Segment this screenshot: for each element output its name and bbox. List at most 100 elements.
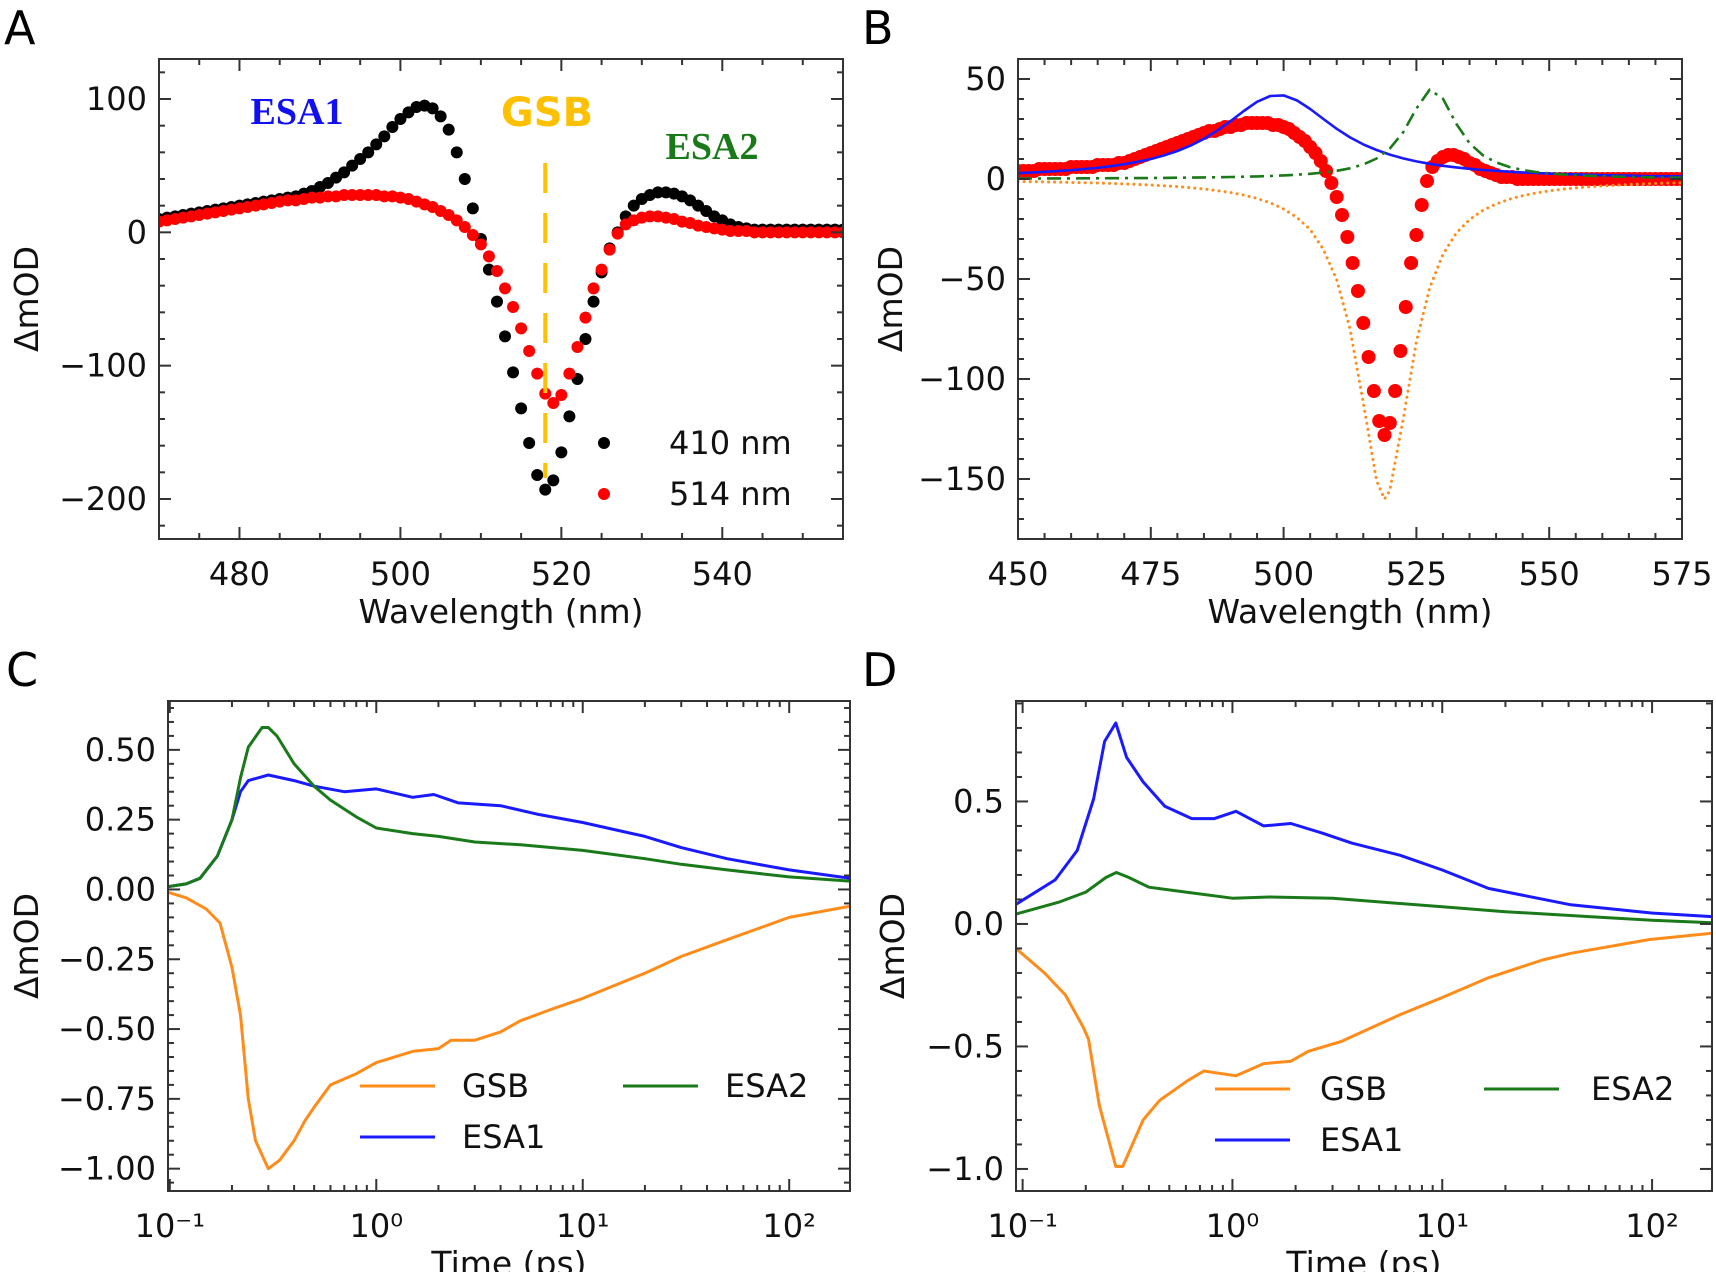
y-tick-label: −100 (918, 360, 1006, 398)
y-tick-label: 100 (86, 80, 147, 118)
data-point (627, 199, 640, 212)
data-point (587, 282, 600, 295)
plot-area (1018, 88, 1682, 501)
data-point (499, 282, 512, 295)
data-point (1361, 350, 1376, 364)
series-1-line (1018, 94, 1682, 178)
panel-a: A 480 500 520 540 100 0 −100 −200 Wavelength (nm)… (4, 1, 844, 631)
data-point (563, 410, 576, 423)
data-point (1366, 384, 1381, 398)
data-point (394, 113, 407, 125)
data-point (1414, 198, 1429, 212)
y-tick-label: −1.0 (926, 1150, 1004, 1188)
ticks (1017, 58, 1683, 540)
legend-label-esa1: ESA1 (1320, 1121, 1403, 1159)
data-point (1382, 416, 1397, 430)
data-point (547, 474, 560, 487)
series-gsb-line (168, 890, 850, 1171)
data-point (1420, 174, 1435, 188)
y-tick-label: −150 (918, 460, 1006, 498)
data-point (579, 311, 592, 324)
series-gsb-line (1016, 931, 1712, 1168)
y-tick-label: 0.00 (85, 870, 156, 908)
data-point (507, 366, 520, 379)
series-3-line (1018, 180, 1682, 501)
data-point (450, 146, 463, 159)
data-point (1319, 164, 1334, 178)
data-point (531, 367, 544, 380)
data-point (579, 333, 592, 345)
panel-letter: C (6, 643, 38, 697)
panel-c: C 10⁻¹ 10⁰ 10¹ 10² 0.50 0.25 0.00 −0.25 −0.50 −0.7… (6, 643, 851, 1272)
series-esa1-line (1016, 721, 1712, 919)
y-tick-label: −50 (938, 260, 1006, 298)
ticks (1016, 701, 1712, 1191)
legend: 410 nm 514 nm (598, 424, 792, 513)
x-tick-label: 525 (1386, 555, 1447, 593)
x-tick-label: 10⁰ (350, 1207, 404, 1245)
data-point (523, 345, 536, 357)
data-point (547, 397, 560, 409)
x-tick-label: 575 (1651, 555, 1712, 593)
y-tick-label: −0.75 (58, 1080, 156, 1118)
x-tick-label: 10⁻¹ (987, 1207, 1057, 1245)
x-tick-label: 10¹ (556, 1207, 610, 1245)
data-point (515, 402, 528, 415)
data-point (378, 130, 391, 143)
data-point (1345, 256, 1360, 270)
y-tick-label: 0 (986, 160, 1006, 198)
data-point (370, 138, 383, 151)
x-tick-label: 10⁰ (1206, 1207, 1260, 1245)
legend: GSB ESA1 ESA2 (360, 1067, 808, 1156)
data-point (1372, 414, 1387, 428)
data-point (1335, 208, 1350, 222)
legend-label-gsb: GSB (462, 1067, 529, 1105)
data-point (1329, 190, 1344, 204)
data-point (338, 166, 351, 179)
y-tick-label: −1.00 (58, 1150, 156, 1188)
x-tick-label: 550 (1519, 555, 1580, 593)
plot-area (1016, 721, 1712, 1168)
legend: GSB ESA1 ESA2 (1215, 1070, 1674, 1159)
x-axis-label: Wavelength (nm) (358, 592, 643, 631)
series-514-nm (159, 189, 843, 409)
plot-frame (1015, 700, 1713, 1192)
y-tick-label: −0.5 (926, 1027, 1004, 1065)
data-point (555, 389, 568, 401)
legend-label: 410 nm (669, 424, 792, 462)
panel-letter: B (862, 1, 894, 55)
legend-label-esa2: ESA2 (725, 1067, 808, 1105)
x-tick-label: 520 (531, 555, 592, 593)
x-axis-label: Wavelength (nm) (1207, 592, 1492, 631)
data-point (458, 173, 471, 185)
data-point (490, 265, 503, 277)
data-point (1388, 384, 1403, 398)
data-point (362, 146, 375, 159)
data-point (1350, 284, 1365, 298)
y-tick-label: 0.25 (85, 801, 156, 839)
data-point (490, 295, 503, 308)
x-tick-label: 540 (692, 555, 753, 593)
series-0 (1018, 116, 1682, 442)
panel-letter: D (862, 643, 897, 697)
data-point (1324, 176, 1339, 190)
data-point (1377, 428, 1392, 442)
panel-letter: A (4, 1, 36, 55)
data-point (539, 483, 552, 496)
data-point (482, 250, 495, 263)
x-tick-label: 475 (1120, 555, 1181, 593)
y-tick-label: 0 (127, 213, 147, 251)
y-axis-label: ΔmOD (873, 893, 912, 999)
y-tick-label: −0.25 (58, 940, 156, 978)
data-point (466, 229, 479, 241)
data-point (531, 469, 544, 481)
annotation-esa2: ESA2 (666, 126, 759, 168)
data-point (595, 263, 608, 276)
y-axis-label: ΔmOD (7, 246, 46, 352)
data-point (426, 102, 439, 115)
data-point (1404, 256, 1419, 270)
data-point (1398, 300, 1413, 314)
data-point (523, 437, 536, 449)
x-axis-label: Time (ps) (430, 1244, 586, 1272)
